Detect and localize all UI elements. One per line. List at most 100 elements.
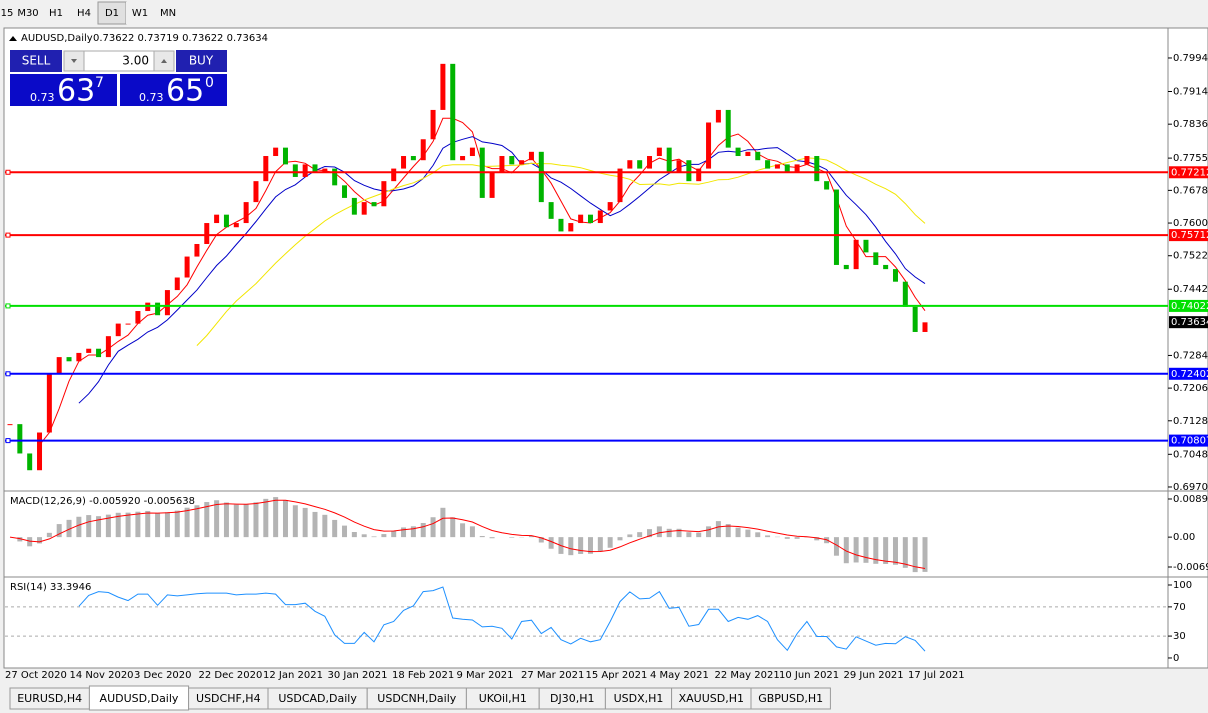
macd-bar — [922, 537, 928, 572]
candle — [27, 453, 33, 471]
macd-bar — [253, 502, 259, 538]
y-tick-label: 70 — [1173, 602, 1186, 613]
candle — [204, 223, 210, 244]
trade-panel: SELL 3.00 BUY 0.73 63 7 0.73 65 0 — [10, 50, 227, 109]
candle — [401, 156, 407, 169]
timeframe-label: MN — [160, 8, 176, 19]
macd-bar — [548, 537, 554, 549]
macd-bar — [863, 537, 869, 563]
macd-bar — [666, 528, 672, 538]
candle — [135, 311, 141, 324]
macd-signal — [9, 499, 926, 569]
candle — [804, 156, 810, 165]
tab-label: DJ30,H1 — [550, 692, 594, 705]
macd-bar — [204, 502, 210, 538]
candle — [853, 239, 859, 270]
collapse-icon[interactable] — [9, 36, 17, 41]
candle — [351, 197, 357, 215]
timeframe-button[interactable] — [0, 2, 14, 24]
timeframe-button[interactable] — [70, 2, 98, 24]
toolbar — [0, 0, 1208, 27]
sell-label: SELL — [22, 54, 51, 68]
level-label: 0.75712 — [1171, 230, 1208, 241]
candle — [528, 151, 534, 161]
candle — [686, 160, 692, 182]
candle — [784, 164, 790, 173]
candle — [587, 214, 593, 224]
chart-window — [3, 27, 1208, 669]
buy-button[interactable] — [176, 50, 227, 72]
timeframe-button[interactable] — [42, 2, 70, 24]
candle — [538, 151, 544, 203]
buy-price[interactable] — [120, 74, 227, 106]
tab-label: XAUUSD,H1 — [679, 692, 744, 705]
candle — [883, 264, 889, 270]
candle — [243, 202, 249, 224]
macd-bar — [273, 497, 279, 538]
candle — [155, 302, 161, 316]
candle — [499, 156, 505, 173]
candle — [440, 63, 446, 110]
candle — [410, 156, 416, 161]
y-tick-label: -0.006971 — [1173, 562, 1208, 573]
macd-bar — [420, 522, 426, 538]
macd-bar — [361, 534, 367, 538]
symbol-label: AUDUSD,Daily — [21, 33, 93, 44]
macd-bar — [735, 527, 741, 538]
candle — [892, 269, 898, 282]
level-label: 0.70807 — [1171, 436, 1208, 447]
date-label: 30 Jan 2021 — [328, 670, 388, 681]
macd-bar — [322, 514, 328, 538]
timeframe-button[interactable] — [14, 2, 42, 24]
date-label: 22 Dec 2020 — [199, 670, 263, 681]
macd-bar — [37, 537, 43, 544]
tab[interactable] — [88, 685, 190, 711]
candle — [56, 357, 62, 374]
macd-bar — [686, 532, 692, 538]
timeframe-button[interactable] — [154, 2, 182, 24]
macd-bar — [46, 532, 52, 538]
timeframe-button[interactable] — [126, 2, 154, 24]
macd-bar — [440, 507, 446, 538]
macd-bar — [302, 507, 308, 538]
macd-bar — [164, 512, 170, 538]
candle — [223, 214, 229, 228]
tab-label: GBPUSD,H1 — [758, 692, 823, 705]
macd-bar — [381, 534, 387, 538]
tab-label: EURUSD,H4 — [17, 692, 82, 705]
level-label-box — [1169, 229, 1208, 242]
candle — [184, 256, 190, 278]
candle — [233, 223, 239, 228]
candle — [637, 160, 643, 169]
macd-bar — [715, 521, 721, 538]
macd-bar — [627, 534, 633, 538]
candle — [774, 164, 780, 169]
macd-bar — [430, 517, 436, 538]
macd-bar — [174, 510, 180, 538]
y-tick-label: 0.00 — [1173, 532, 1195, 543]
candle — [7, 424, 13, 426]
macd-bar — [883, 537, 889, 564]
level-handle — [5, 232, 11, 238]
candle — [833, 189, 839, 265]
price-pips: 65 — [166, 74, 204, 109]
candle — [558, 218, 564, 232]
sell-price[interactable] — [10, 74, 117, 106]
current-price-label: 0.73634 — [1171, 317, 1208, 328]
tab[interactable] — [750, 687, 831, 710]
candle — [568, 223, 574, 232]
macd-bar — [853, 537, 859, 563]
candle — [745, 151, 751, 157]
candle — [37, 432, 43, 471]
macd-bar — [469, 526, 475, 538]
candle — [794, 164, 800, 173]
timeframe-label: 15 — [1, 8, 14, 19]
current-price-box — [1169, 316, 1208, 329]
candle — [755, 151, 761, 161]
sell-button[interactable] — [10, 50, 62, 72]
date-label: 18 Feb 2021 — [392, 670, 454, 681]
